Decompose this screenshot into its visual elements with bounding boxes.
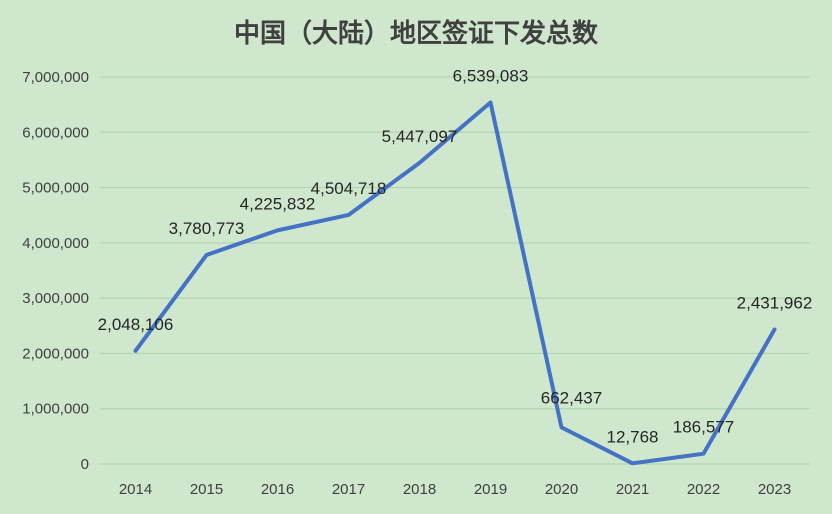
x-tick-label: 2014 bbox=[119, 481, 152, 498]
x-tick-label: 2015 bbox=[190, 481, 223, 498]
x-tick-label: 2018 bbox=[403, 481, 436, 498]
x-tick-label: 2023 bbox=[758, 481, 791, 498]
series-line-layer bbox=[133, 100, 777, 466]
y-tick-label: 4,000,000 bbox=[22, 235, 89, 252]
x-tick-label: 2019 bbox=[474, 481, 507, 498]
data-label: 6,539,083 bbox=[453, 66, 529, 85]
y-axis-ticks: 0 1,000,000 2,000,000 3,000,000 4,000,000 5,0… bbox=[22, 69, 89, 473]
x-tick-label: 2020 bbox=[545, 481, 578, 498]
data-label: 3,780,773 bbox=[169, 219, 245, 238]
y-tick-label: 1,000,000 bbox=[22, 401, 89, 418]
y-tick-label: 6,000,000 bbox=[22, 124, 89, 141]
data-label: 2,431,962 bbox=[737, 294, 813, 313]
x-tick-label: 2021 bbox=[616, 481, 649, 498]
data-label: 186,577 bbox=[673, 418, 734, 437]
x-axis-ticks: 2014 2015 2016 2017 2018 2019 2020 2021 2022 2023 bbox=[119, 481, 791, 498]
chart-title: 中国（大陆）地区签证下发总数 bbox=[234, 18, 599, 49]
x-tick-label: 2017 bbox=[332, 481, 365, 498]
data-label: 2,048,106 bbox=[98, 315, 174, 334]
data-label: 5,447,097 bbox=[382, 127, 458, 146]
y-tick-label: 7,000,000 bbox=[22, 69, 89, 86]
y-tick-label: 0 bbox=[81, 456, 89, 473]
gridlines bbox=[100, 76, 810, 465]
data-label: 4,504,718 bbox=[311, 179, 387, 198]
series-line bbox=[133, 100, 777, 466]
y-tick-label: 5,000,000 bbox=[22, 180, 89, 197]
data-label: 662,437 bbox=[541, 388, 602, 407]
y-tick-label: 2,000,000 bbox=[22, 345, 89, 362]
y-tick-label: 3,000,000 bbox=[22, 290, 89, 307]
x-tick-label: 2022 bbox=[687, 481, 720, 498]
data-label: 12,768 bbox=[607, 427, 659, 446]
x-tick-label: 2016 bbox=[261, 481, 294, 498]
data-label: 4,225,832 bbox=[240, 194, 316, 213]
